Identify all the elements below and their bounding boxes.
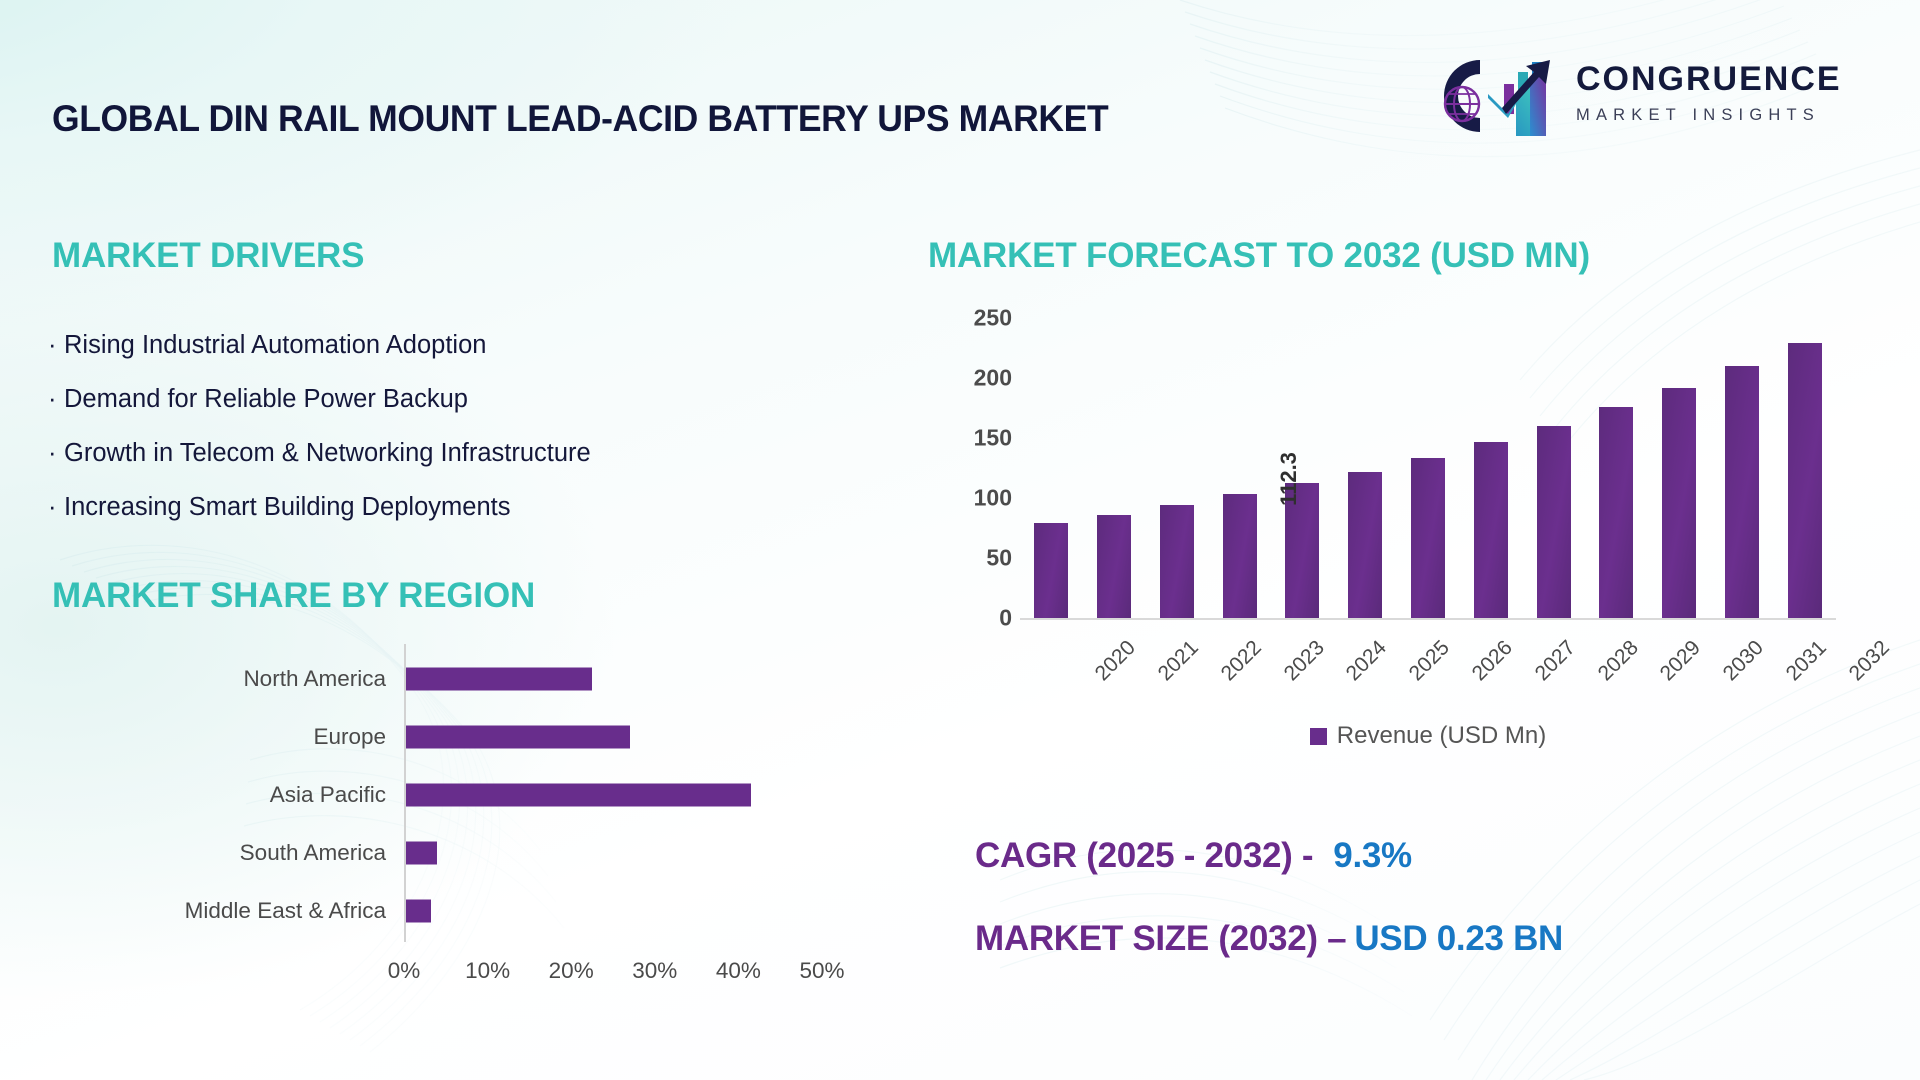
forecast-y-tick: 50 xyxy=(986,544,1012,571)
region-bar xyxy=(404,899,431,923)
forecast-bar xyxy=(1787,343,1822,618)
bullet-icon: · xyxy=(48,331,57,359)
region-x-tick: 0% xyxy=(387,958,421,983)
forecast-x-tick: 2020 xyxy=(1091,636,1141,686)
region-label: North America xyxy=(243,666,386,691)
driver-label: Rising Industrial Automation Adoption xyxy=(64,331,487,359)
region-label: South America xyxy=(239,840,386,865)
forecast-y-tick: 250 xyxy=(973,304,1012,331)
driver-label: Growth in Telecom & Networking Infrastru… xyxy=(64,439,591,467)
forecast-x-tick: 2022 xyxy=(1216,636,1266,686)
region-bar-rows: North America Europe Asia Pacific South Ame… xyxy=(52,650,822,940)
legend-label: Revenue (USD Mn) xyxy=(1336,722,1547,749)
list-item: · Growth in Telecom & Networking Infrastr… xyxy=(48,426,928,480)
forecast-bar xyxy=(1034,523,1069,618)
forecast-x-tick: 2025 xyxy=(1404,636,1455,686)
region-x-tick: 30% xyxy=(632,958,678,983)
cagr-value: 9.3% xyxy=(1333,836,1412,875)
region-bar xyxy=(404,725,630,749)
forecast-bar xyxy=(1662,387,1697,618)
logo-name: CONGRUENCE xyxy=(1576,60,1842,98)
region-label: Middle East & Africa xyxy=(184,898,386,923)
market-forecast-heading: MARKET FORECAST TO 2032 (USD MN) xyxy=(928,236,1590,275)
region-bar-track xyxy=(404,882,822,940)
cagr-label: CAGR (2025 - 2032) - xyxy=(975,836,1314,875)
region-x-tick: 40% xyxy=(715,958,761,983)
forecast-bar xyxy=(1159,505,1194,618)
region-bar xyxy=(404,667,593,691)
market-drivers-heading: MARKET DRIVERS xyxy=(52,236,365,275)
brand-logo: CONGRUENCE MARKET INSIGHTS xyxy=(1418,52,1888,144)
logo-subtitle: MARKET INSIGHTS xyxy=(1576,106,1820,124)
list-item: · Increasing Smart Building Deployments xyxy=(48,480,928,534)
region-bar-track xyxy=(404,650,822,708)
page-title: GLOBAL DIN RAIL MOUNT LEAD-ACID BATTERY … xyxy=(52,98,1109,139)
market-drivers-list: · Rising Industrial Automation Adoption ·… xyxy=(48,318,928,534)
forecast-bar xyxy=(1599,406,1634,618)
key-stats: CAGR (2025 - 2032) - 9.3% MARKET SIZE (20… xyxy=(975,838,1875,956)
region-bar xyxy=(404,783,751,807)
forecast-x-tick: 2030 xyxy=(1718,636,1769,686)
forecast-x-tick: 2031 xyxy=(1781,636,1831,686)
market-size-label: MARKET SIZE (2032) – xyxy=(975,919,1347,958)
forecast-x-tick: 2028 xyxy=(1593,636,1643,686)
region-row: South America xyxy=(52,824,822,882)
forecast-bar xyxy=(1724,366,1759,618)
region-bar-track xyxy=(404,824,822,882)
forecast-x-tick: 2026 xyxy=(1467,636,1517,686)
list-item: · Rising Industrial Automation Adoption xyxy=(48,318,928,372)
driver-label: Increasing Smart Building Deployments xyxy=(64,493,511,521)
region-bar-track xyxy=(404,708,822,766)
cagr-stat: CAGR (2025 - 2032) - 9.3% xyxy=(975,838,1875,873)
congruence-logo-icon xyxy=(1443,60,1550,136)
region-label: Europe xyxy=(313,724,386,749)
header: GLOBAL DIN RAIL MOUNT LEAD-ACID BATTERY … xyxy=(0,0,1920,170)
forecast-bar xyxy=(1411,458,1445,618)
forecast-bar xyxy=(1473,441,1508,618)
forecast-x-tick: 2029 xyxy=(1655,636,1706,686)
legend-swatch-icon xyxy=(1309,727,1327,745)
market-forecast-chart: 0 50 100 150 200 250 2020 2021 2022 2023 112.3 202… xyxy=(928,305,1894,750)
region-x-tick: 10% xyxy=(465,958,511,983)
forecast-y-tick: 150 xyxy=(973,424,1012,451)
forecast-bar: 112.3 xyxy=(1276,452,1320,618)
region-bar-track xyxy=(404,766,822,824)
forecast-y-tick: 200 xyxy=(973,364,1012,391)
region-axis-line xyxy=(404,644,406,942)
region-x-axis: 0% 10% 20% 30% 40% 50% xyxy=(388,958,845,998)
region-row: North America xyxy=(52,650,822,708)
forecast-x-tick: 2027 xyxy=(1530,636,1580,686)
forecast-x-tick: 2021 xyxy=(1153,636,1204,686)
market-share-by-region-chart: North America Europe Asia Pacific South Ame… xyxy=(52,640,845,990)
forecast-bar xyxy=(1536,426,1571,618)
bullet-icon: · xyxy=(48,439,57,467)
region-row: Asia Pacific xyxy=(52,766,822,824)
region-x-tick: 20% xyxy=(548,958,594,983)
region-x-tick: 50% xyxy=(799,958,845,983)
forecast-x-tick: 2023 xyxy=(1279,636,1329,686)
logo-wordmark: CONGRUENCE MARKET INSIGHTS xyxy=(1576,62,1842,125)
region-row: Europe xyxy=(52,708,822,766)
region-bar xyxy=(404,841,438,865)
market-share-heading: MARKET SHARE BY REGION xyxy=(52,576,536,615)
forecast-y-axis: 0 50 100 150 200 250 xyxy=(928,305,1012,631)
market-size-value: USD 0.23 BN xyxy=(1354,919,1564,958)
bullet-icon: · xyxy=(48,493,57,521)
forecast-baseline xyxy=(1020,618,1836,620)
driver-label: Demand for Reliable Power Backup xyxy=(64,385,468,413)
forecast-legend: Revenue (USD Mn) xyxy=(1020,722,1836,750)
region-label: Asia Pacific xyxy=(269,782,386,807)
forecast-y-tick: 0 xyxy=(999,604,1012,631)
region-row: Middle East & Africa xyxy=(52,882,822,940)
forecast-bar xyxy=(1097,514,1132,618)
forecast-bar-value-label: 112.3 xyxy=(1276,452,1302,507)
forecast-bar xyxy=(1348,471,1383,618)
forecast-y-tick: 100 xyxy=(973,484,1012,511)
forecast-x-tick: 2024 xyxy=(1342,636,1392,686)
market-size-stat: MARKET SIZE (2032) – USD 0.23 BN xyxy=(975,921,1875,956)
forecast-plot-area: 2020 2021 2022 2023 112.3 2024 2025 2026 2027 202… xyxy=(1020,318,1894,685)
forecast-bar xyxy=(1222,494,1257,618)
bullet-icon: · xyxy=(48,385,57,413)
list-item: · Demand for Reliable Power Backup xyxy=(48,372,928,426)
